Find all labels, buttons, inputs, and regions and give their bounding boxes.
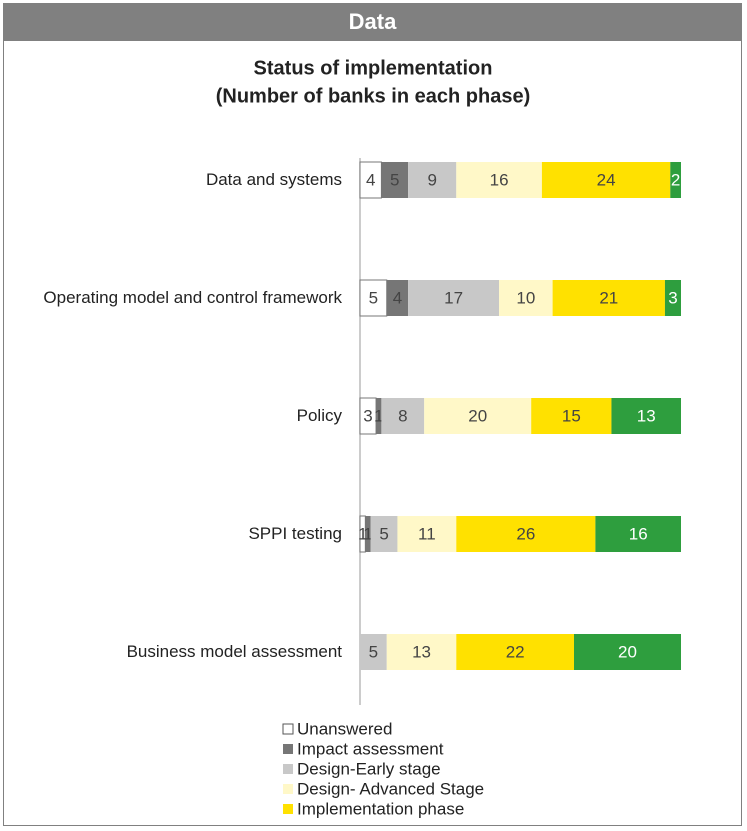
bar-segment: [670, 162, 681, 198]
bar-segment: [611, 398, 681, 434]
value-label: 8: [398, 406, 407, 425]
value-label: 2: [671, 170, 680, 189]
bar-segment: [574, 634, 681, 670]
chart-title: Status of implementation: [254, 57, 493, 79]
bar-segment: [360, 634, 387, 670]
value-label: 16: [629, 524, 648, 543]
bar-segment: [381, 398, 425, 434]
value-label: 3: [363, 406, 372, 425]
value-label: 10: [516, 288, 535, 307]
bar-segment: [456, 634, 574, 670]
value-label: 4: [366, 170, 375, 189]
value-label: 22: [506, 642, 525, 661]
value-label: 17: [444, 288, 463, 307]
bar-segment: [541, 162, 671, 198]
legend-label: Design- Advanced Stage: [297, 779, 484, 798]
bar-segment: [456, 516, 596, 552]
bar-segment: [499, 280, 553, 316]
bar-segment: [370, 516, 398, 552]
value-label: 13: [637, 406, 656, 425]
value-label: 20: [618, 642, 637, 661]
bar-segment: [552, 280, 665, 316]
panel-header: Data: [3, 3, 742, 41]
value-label: 1: [363, 524, 372, 543]
bar-segment: [359, 279, 388, 317]
value-label: 5: [390, 170, 399, 189]
value-label: 20: [468, 406, 487, 425]
bar-segment: [381, 162, 409, 198]
category-label: Business model assessment: [126, 642, 342, 661]
legend-marker: [283, 804, 293, 814]
legend-label: Unanswered: [297, 719, 392, 738]
bar-segment: [365, 516, 371, 552]
chart-subtitle: (Number of banks in each phase): [216, 85, 531, 107]
value-label: 15: [562, 406, 581, 425]
value-label: 5: [379, 524, 388, 543]
value-label: 3: [668, 288, 677, 307]
bar-segment: [386, 634, 457, 670]
legend-marker: [283, 784, 293, 794]
legend-marker: [282, 723, 294, 735]
value-label: 11: [418, 524, 436, 543]
category-label: Policy: [296, 406, 342, 425]
legend-label: Design-Early stage: [297, 759, 441, 778]
bar-segment: [531, 398, 612, 434]
value-label: 5: [369, 288, 378, 307]
bar-segment: [664, 280, 681, 316]
bar-segment: [456, 162, 542, 198]
bar-segment: [424, 398, 532, 434]
value-label: 16: [490, 170, 509, 189]
bar-segment: [397, 516, 457, 552]
value-label: 26: [516, 524, 535, 543]
legend-label: Impact assessment: [297, 739, 444, 758]
category-label: SPPI testing: [248, 524, 342, 543]
value-label: 13: [412, 642, 431, 661]
bar-segment: [376, 398, 382, 434]
value-label: 1: [374, 406, 383, 425]
bar-segment: [408, 280, 500, 316]
bar-segment: [595, 516, 681, 552]
value-label: 24: [597, 170, 616, 189]
bar-segment: [408, 162, 457, 198]
legend-marker: [283, 744, 293, 754]
value-label: 5: [369, 642, 378, 661]
value-label: 4: [393, 288, 402, 307]
value-label: 1: [358, 524, 367, 543]
bar-segment: [386, 280, 409, 316]
value-label: 9: [427, 170, 436, 189]
category-label: Data and systems: [205, 170, 342, 189]
legend-marker: [283, 764, 293, 774]
legend-label: Implementation phase: [297, 799, 464, 818]
category-label: Operating model and control framework: [43, 288, 342, 307]
value-label: 21: [599, 288, 618, 307]
